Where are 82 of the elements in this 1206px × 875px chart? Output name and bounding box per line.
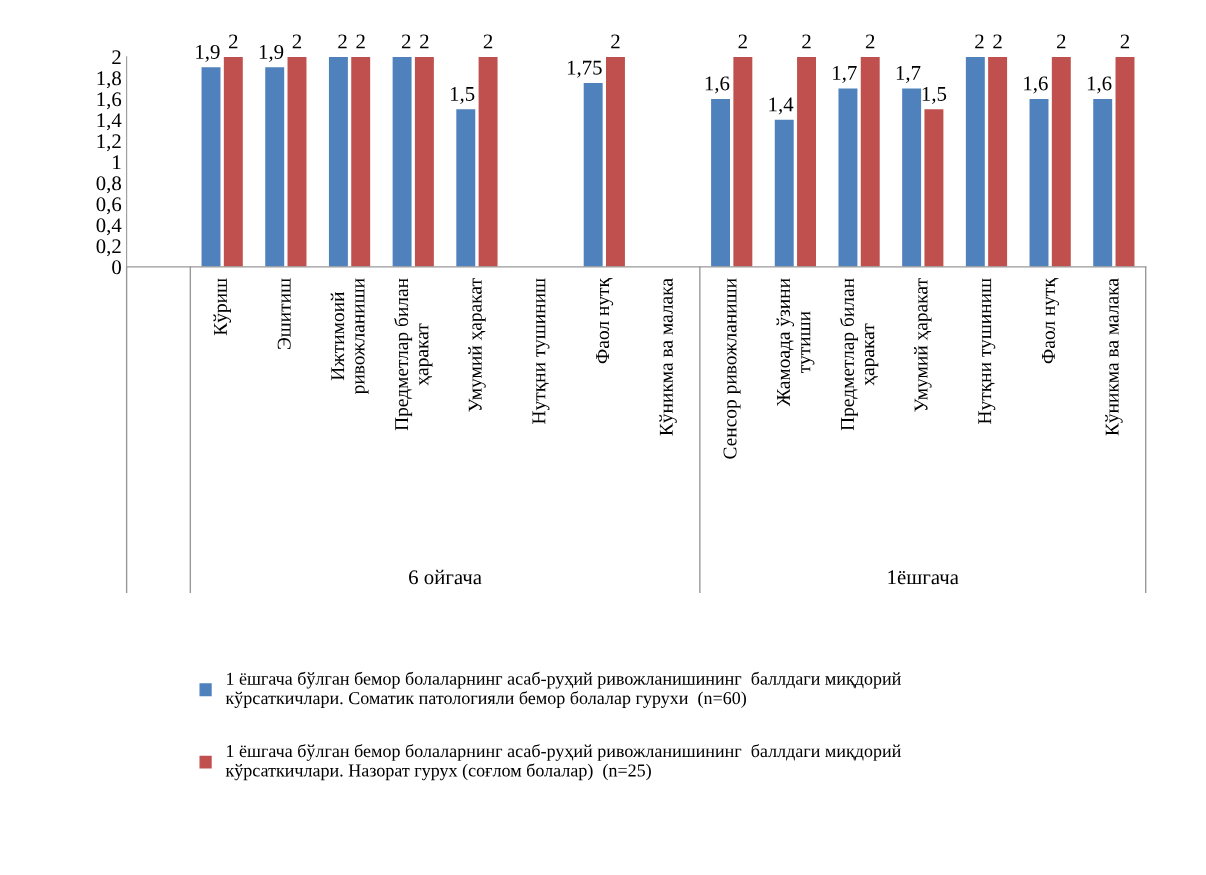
data-label: 1,7 bbox=[833, 65, 857, 83]
bar bbox=[605, 56, 625, 267]
data-label: 2 bbox=[993, 34, 1002, 49]
bar bbox=[988, 56, 1008, 267]
y-tick-label: 1 bbox=[113, 155, 121, 170]
data-label: 1,9 bbox=[196, 44, 220, 62]
data-label: 1,6 bbox=[705, 76, 730, 94]
y-tick-label: 1,6 bbox=[97, 92, 122, 110]
x-tick-label: Ижтимоий ривожланиши bbox=[330, 278, 369, 395]
x-tick-label: Эшитиш bbox=[277, 278, 291, 349]
data-label: 2 bbox=[401, 34, 411, 49]
bar bbox=[201, 67, 221, 267]
data-label: 2 bbox=[611, 34, 620, 49]
bar bbox=[287, 56, 307, 267]
bar bbox=[328, 56, 348, 267]
x-tick-label: Нутқни тушиниш bbox=[978, 278, 996, 424]
bar bbox=[265, 67, 285, 267]
bar bbox=[797, 56, 817, 267]
data-label: 2 bbox=[865, 34, 875, 49]
y-tick-label: 0,2 bbox=[96, 239, 121, 257]
bar bbox=[774, 119, 794, 267]
text: 6 ойгача bbox=[409, 569, 482, 585]
x-tick-label: Предметлар билан ҳаракат bbox=[394, 278, 433, 431]
text: 1ёшгача bbox=[888, 570, 959, 585]
y-tick-label: 0,8 bbox=[96, 176, 121, 194]
x-tick-label: Умумий ҳаракат bbox=[914, 278, 932, 412]
y-tick-label: 0,6 bbox=[96, 197, 122, 215]
bar bbox=[478, 56, 498, 267]
bar bbox=[902, 88, 922, 267]
y-tick-label: 1,4 bbox=[97, 113, 122, 131]
data-label: 1,6 bbox=[1087, 76, 1112, 94]
bar bbox=[1051, 56, 1071, 267]
data-label: 1,6 bbox=[1024, 76, 1048, 94]
bar bbox=[583, 83, 603, 267]
bar bbox=[456, 109, 476, 267]
data-label: 1,75 bbox=[567, 60, 602, 78]
bar bbox=[1029, 98, 1049, 267]
x-tick-label: Жамоада ўзини тутиши bbox=[776, 278, 815, 407]
data-label: 2 bbox=[802, 34, 811, 49]
y-tick-label: 1,2 bbox=[97, 134, 121, 152]
data-label: 2 bbox=[1120, 34, 1130, 49]
data-label: 2 bbox=[292, 34, 302, 49]
bar bbox=[711, 98, 731, 267]
data-label: 2 bbox=[356, 34, 365, 49]
data-label: 1,5 bbox=[450, 86, 475, 104]
x-tick-label: Кўриш bbox=[213, 278, 231, 336]
x-tick-label: Кўникма ва малака bbox=[659, 278, 677, 436]
legend-label: 1 ёшгача бўлган бемор болаларнинг асаб-руҳий ривожланишининг баллдаги миқдорий кўрсаткичлари. Назорат гурух (соғлом болалар) (n=25) bbox=[225, 744, 901, 781]
bar bbox=[223, 56, 243, 267]
x-tick-label: Сенсор ривожланиши bbox=[723, 278, 741, 459]
legend-label: 1 ёшгача бўлган бемор болаларнинг асаб-руҳий ривожланишининг баллдаги миқдорий кўрсаткичлари. Соматик патологияли бемор болалар гурухи (n=60) bbox=[225, 671, 901, 708]
y-tick-label: 1,8 bbox=[97, 71, 121, 89]
data-label: 2 bbox=[1057, 34, 1066, 49]
bar bbox=[838, 88, 858, 267]
bar bbox=[1115, 56, 1135, 267]
data-label: 2 bbox=[738, 34, 747, 49]
bar bbox=[924, 109, 944, 267]
bar bbox=[351, 56, 371, 267]
x-tick-label: Нутқни тушиниш bbox=[532, 278, 550, 424]
data-label: 1,9 bbox=[259, 44, 284, 62]
bar bbox=[733, 56, 753, 267]
data-label: 1,4 bbox=[769, 97, 794, 115]
y-tick-label: 2 bbox=[112, 50, 121, 65]
x-tick-label: Умумий ҳаракат bbox=[468, 278, 486, 412]
data-label: 2 bbox=[483, 34, 493, 49]
bar bbox=[965, 56, 985, 267]
data-label: 1,5 bbox=[922, 86, 947, 104]
bar bbox=[860, 56, 880, 267]
x-tick-label: Фаол нутқ bbox=[596, 277, 614, 364]
x-tick-label: Фаол нутқ bbox=[1042, 277, 1059, 364]
data-label: 2 bbox=[420, 34, 429, 49]
y-tick-label: 0 bbox=[112, 260, 121, 275]
x-tick-label: Предметлар билан ҳаракат bbox=[839, 278, 879, 431]
data-label: 2 bbox=[229, 34, 238, 49]
x-tick-label: Кўникма ва малака bbox=[1105, 278, 1123, 436]
data-label: 1,7 bbox=[896, 65, 921, 83]
data-label: 2 bbox=[338, 34, 347, 49]
y-tick-label: 0,4 bbox=[96, 218, 122, 236]
bar bbox=[414, 56, 434, 267]
bar bbox=[392, 56, 412, 267]
bar bbox=[1093, 98, 1113, 267]
data-label: 2 bbox=[975, 34, 984, 49]
